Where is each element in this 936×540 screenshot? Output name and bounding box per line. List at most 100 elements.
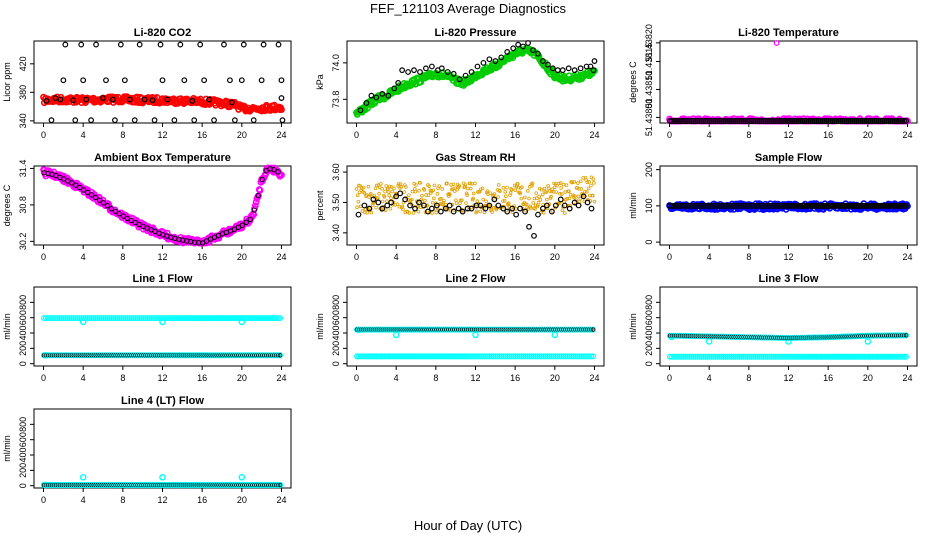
data-point <box>871 353 878 360</box>
cloud-point <box>417 189 421 193</box>
data-point <box>108 315 115 322</box>
data-point <box>730 202 737 209</box>
data-point <box>879 117 886 124</box>
data-point <box>540 58 546 64</box>
data-point <box>577 65 584 72</box>
data-point <box>670 353 677 360</box>
data-point <box>591 58 598 64</box>
data-point <box>768 202 775 209</box>
data-point <box>213 315 220 322</box>
cloud-point <box>361 185 366 190</box>
data-point <box>821 202 828 209</box>
x-tick-label: 12 <box>783 252 793 262</box>
data-point <box>278 95 285 101</box>
data-point <box>710 117 717 124</box>
data-point <box>531 232 537 239</box>
data-point <box>819 202 826 209</box>
data-point <box>785 117 792 124</box>
x-tick-label: 16 <box>197 252 207 262</box>
data-point <box>752 202 759 209</box>
data-point <box>93 41 99 48</box>
data-point <box>566 205 573 212</box>
cloud-point <box>395 202 400 206</box>
data-point <box>590 327 596 332</box>
data-point <box>205 315 212 322</box>
series-band <box>353 44 598 118</box>
data-point <box>863 117 870 124</box>
data-point <box>235 224 242 230</box>
data-point <box>875 353 882 360</box>
series-circles <box>357 40 598 114</box>
data-point <box>698 117 705 124</box>
data-point <box>217 315 224 322</box>
data-point <box>116 315 123 322</box>
data-point <box>791 202 798 209</box>
data-point <box>885 353 892 360</box>
data-point <box>402 196 409 203</box>
data-point <box>815 353 822 360</box>
cloud-point <box>500 205 505 209</box>
data-point <box>871 202 878 209</box>
data-point <box>859 117 866 124</box>
data-point <box>833 117 840 124</box>
data-point <box>526 353 533 360</box>
x-tick-label: 16 <box>510 252 520 262</box>
data-point <box>271 166 277 173</box>
data-point <box>478 353 485 360</box>
panel-title: Line 3 Flow <box>759 273 819 285</box>
cloud-point <box>589 183 593 188</box>
cloud-point <box>441 200 446 205</box>
data-point <box>778 202 785 209</box>
cloud-point <box>430 211 434 215</box>
data-point <box>676 117 683 124</box>
cloud-point <box>355 193 360 198</box>
data-point <box>758 202 765 209</box>
x-tick-label: 24 <box>276 130 286 140</box>
data-point <box>549 65 556 72</box>
data-point <box>193 315 200 322</box>
data-point <box>211 117 217 124</box>
data-point <box>768 117 775 124</box>
data-point <box>379 90 386 97</box>
data-point <box>726 353 733 360</box>
data-point <box>877 353 884 360</box>
data-point <box>381 353 388 360</box>
data-point <box>772 353 779 360</box>
data-point <box>399 67 406 74</box>
data-point <box>586 353 593 360</box>
cloud-point <box>512 183 517 188</box>
cloud-point <box>358 184 362 188</box>
data-point <box>902 117 909 124</box>
data-point <box>801 202 808 209</box>
data-point <box>459 353 466 360</box>
data-point <box>565 65 572 72</box>
data-point <box>207 315 214 322</box>
data-point <box>829 353 836 360</box>
data-point <box>754 202 761 209</box>
data-point <box>542 353 549 360</box>
data-point <box>355 211 362 218</box>
data-point <box>131 117 138 124</box>
y-tick-label: 420 <box>18 56 28 71</box>
series-circles <box>43 41 286 124</box>
data-point <box>370 196 377 203</box>
x-tick-label: 24 <box>589 252 599 262</box>
x-axis-caption: Hour of Day (UTC) <box>413 518 523 533</box>
y-tick-label: 400 <box>644 326 654 341</box>
data-point <box>899 202 906 209</box>
cloud-point <box>558 181 563 185</box>
data-point <box>726 117 733 124</box>
cloud-point <box>460 198 464 202</box>
data-point <box>530 353 537 360</box>
data-point <box>124 215 131 221</box>
data-point <box>373 94 380 101</box>
data-point <box>738 117 745 124</box>
data-point <box>807 202 814 209</box>
data-point <box>873 353 880 360</box>
x-tick-label: 8 <box>746 373 751 383</box>
data-point <box>667 353 674 360</box>
data-point <box>257 315 264 322</box>
x-tick-label: 16 <box>197 130 207 140</box>
cloud-point <box>410 189 415 194</box>
data-point <box>104 315 111 322</box>
